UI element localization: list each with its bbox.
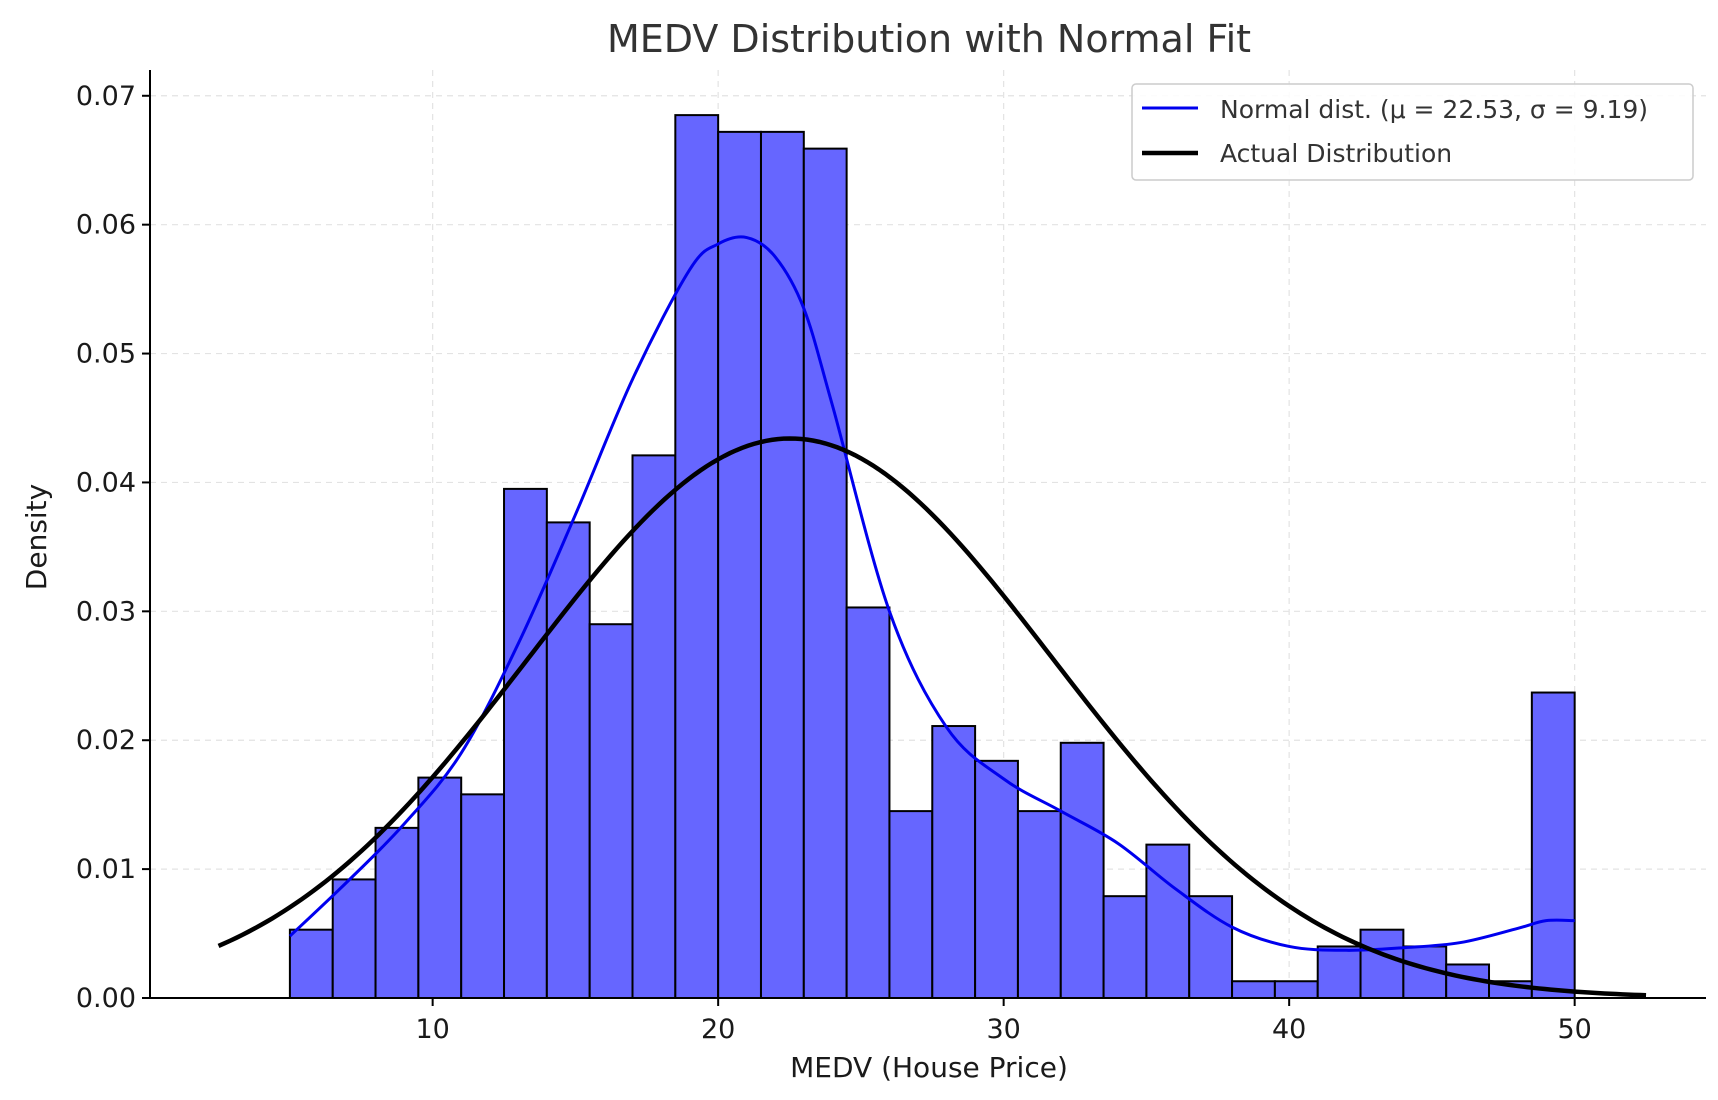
histogram-bar-2 — [374, 826, 420, 999]
histogram-bar-24 — [1316, 945, 1362, 1000]
histogram-bar-1 — [331, 878, 377, 1000]
histogram-bar-25 — [1359, 928, 1405, 1000]
x-tick-label-2: 30 — [986, 1014, 1020, 1045]
histogram-bar-8 — [631, 454, 677, 999]
histogram-bar-17 — [1016, 810, 1062, 999]
actual-distribution-line — [217, 436, 1647, 998]
histogram-bar-20 — [1145, 843, 1191, 999]
y-axis-label: Density — [20, 484, 53, 590]
legend-box — [1131, 83, 1694, 181]
histogram-bar-10 — [717, 130, 762, 1000]
x-tick-label-4: 50 — [1557, 1014, 1591, 1045]
histogram-bar-9 — [674, 114, 720, 1000]
histogram-bar-5 — [503, 487, 548, 999]
histogram-bar-12 — [802, 147, 848, 1000]
histogram-bars — [288, 114, 1576, 1000]
density-curves — [217, 235, 1647, 998]
legend-label-normal: Normal dist. (μ = 22.53, σ = 9.19) — [1220, 95, 1648, 124]
histogram-bar-14 — [888, 810, 934, 999]
y-tick-label-2: 0.02 — [76, 725, 136, 756]
histogram-bar-21 — [1188, 895, 1234, 1000]
histogram-bar-7 — [588, 623, 634, 999]
histogram-bar-18 — [1059, 741, 1105, 999]
y-tick-label-0: 0.00 — [76, 983, 136, 1014]
histogram-bar-13 — [845, 606, 891, 999]
y-tick-label-3: 0.03 — [76, 596, 136, 627]
chart-title: MEDV Distribution with Normal Fit — [607, 17, 1251, 61]
histogram-bar-11 — [759, 130, 805, 1000]
histogram-bar-15 — [931, 725, 977, 999]
histogram-bar-6 — [545, 521, 591, 1000]
histogram-bar-29 — [1530, 691, 1576, 999]
legend-label-actual: Actual Distribution — [1220, 139, 1452, 168]
x-tick-label-1: 20 — [701, 1014, 735, 1045]
histogram-bar-0 — [288, 928, 334, 1000]
histogram-bar-3 — [417, 776, 463, 999]
histogram-bar-19 — [1102, 895, 1148, 1000]
y-tick-label-7: 0.07 — [76, 81, 136, 112]
ticks: 10 20 30 40 50 0.00 0.01 0.02 0.03 0.04 0.05 0.06 0.… — [76, 81, 1592, 1045]
histogram-bar-4 — [460, 793, 506, 999]
histogram-bar-16 — [974, 759, 1019, 999]
y-tick-label-1: 0.01 — [76, 854, 136, 885]
normal-dist-line — [288, 235, 1575, 952]
legend: Normal dist. (μ = 22.53, σ = 9.19) Actua… — [1131, 83, 1694, 181]
y-tick-label-4: 0.04 — [76, 467, 136, 498]
histogram-bar-22 — [1231, 980, 1276, 1000]
x-axis-label: MEDV (House Price) — [790, 1051, 1068, 1084]
y-tick-label-6: 0.06 — [76, 210, 136, 241]
x-tick-label-3: 40 — [1272, 1014, 1306, 1045]
y-tick-label-5: 0.05 — [76, 339, 136, 370]
x-tick-label-0: 10 — [415, 1014, 449, 1045]
histogram-bar-23 — [1273, 980, 1319, 1000]
